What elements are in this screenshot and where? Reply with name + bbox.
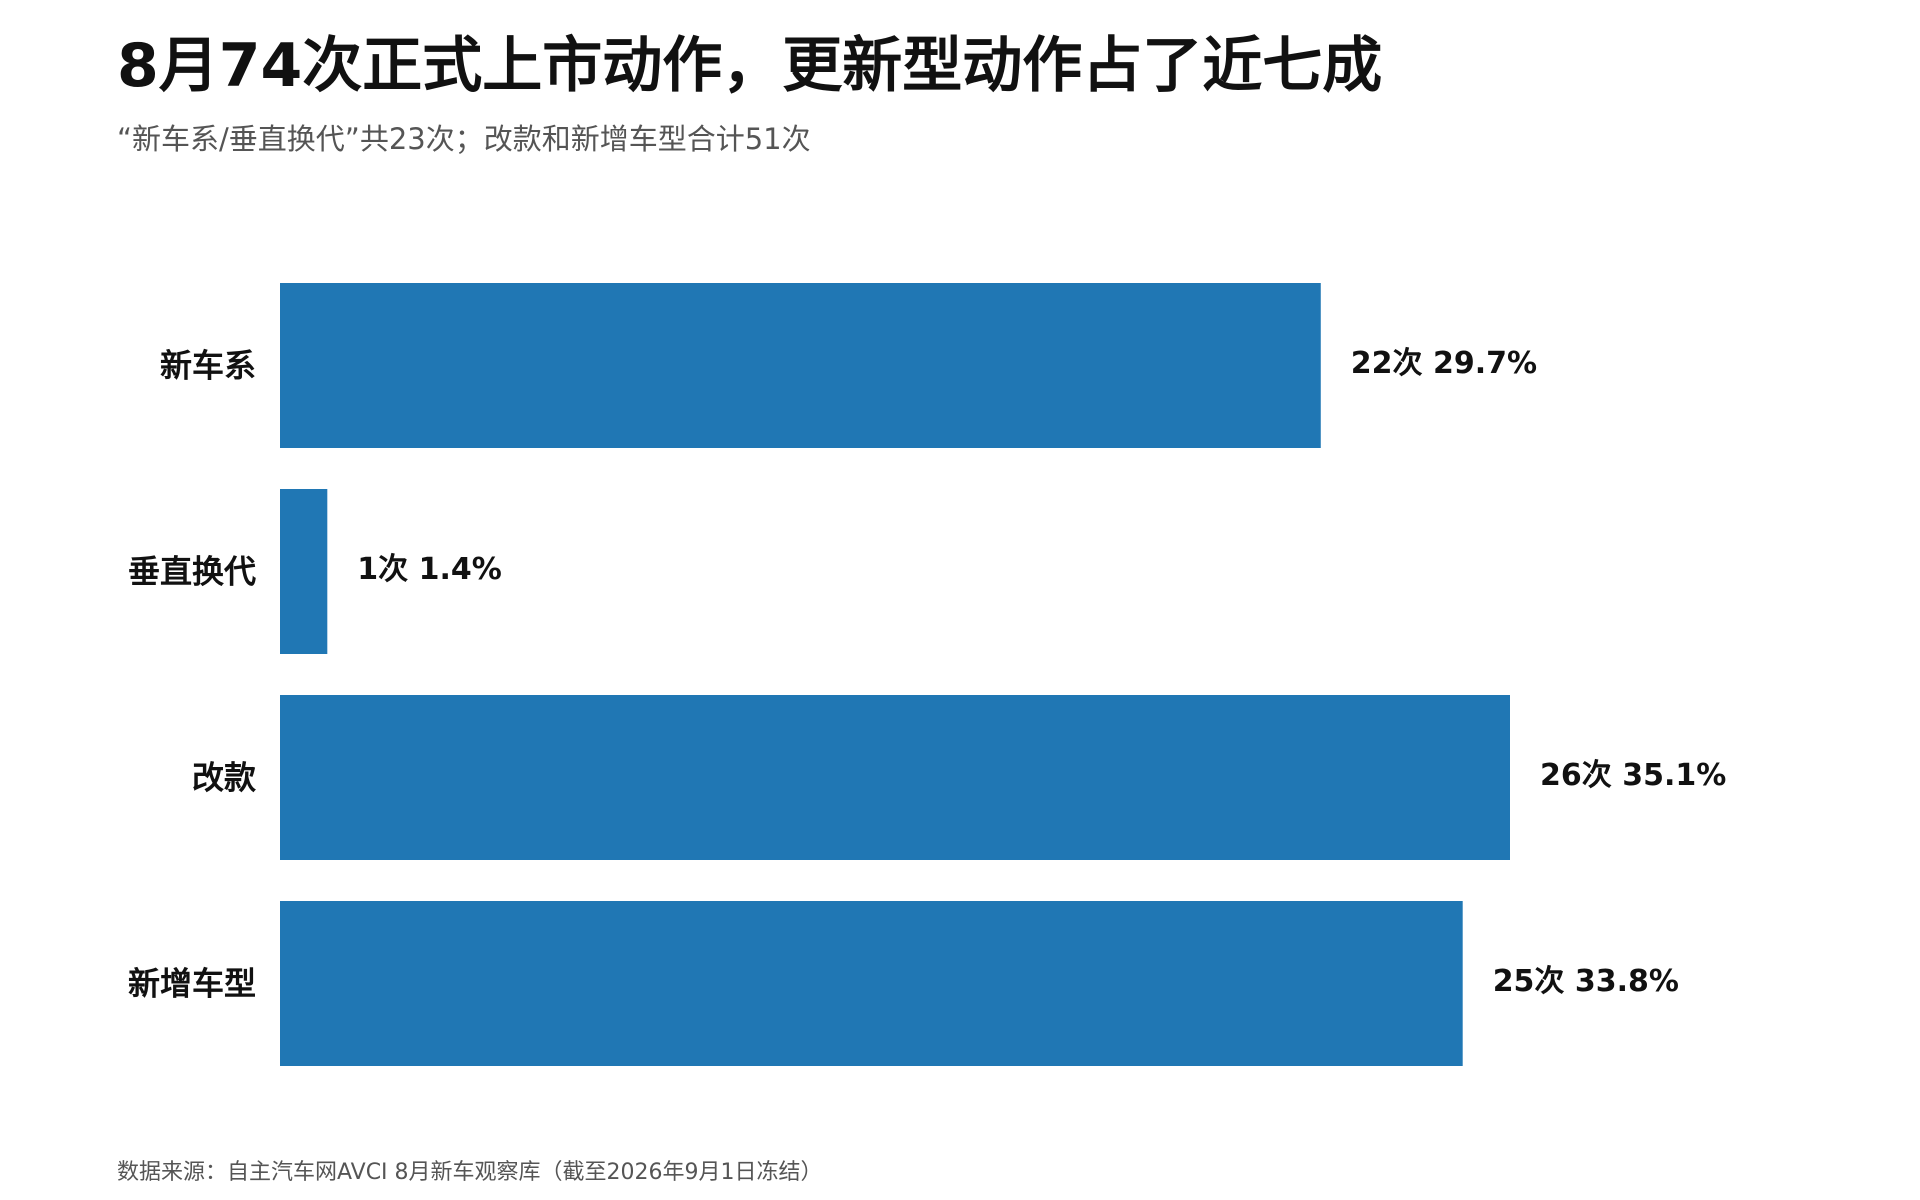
category-label: 新增车型 — [128, 965, 256, 1003]
chart-subtitle: “新车系/垂直换代”共23次；改款和新增车型合计51次 — [117, 122, 811, 156]
data-label: 1次 1.4% — [357, 552, 502, 587]
bar-4 — [280, 901, 1463, 1066]
category-label: 改款 — [192, 759, 256, 797]
data-label: 22次 29.7% — [1351, 346, 1537, 381]
data-label: 25次 33.8% — [1493, 964, 1679, 999]
bar-3 — [280, 695, 1510, 860]
bar-2 — [280, 489, 328, 654]
category-label: 新车系 — [160, 347, 256, 385]
chart-title: 8月74次正式上市动作，更新型动作占了近七成 — [117, 31, 1383, 101]
data-label: 26次 35.1% — [1540, 758, 1726, 793]
category-label: 垂直换代 — [128, 553, 256, 591]
source-note: 数据来源：自主汽车网AVCI 8月新车观察库（截至2026年9月1日冻结） — [117, 1160, 823, 1185]
bar-1 — [280, 283, 1321, 448]
